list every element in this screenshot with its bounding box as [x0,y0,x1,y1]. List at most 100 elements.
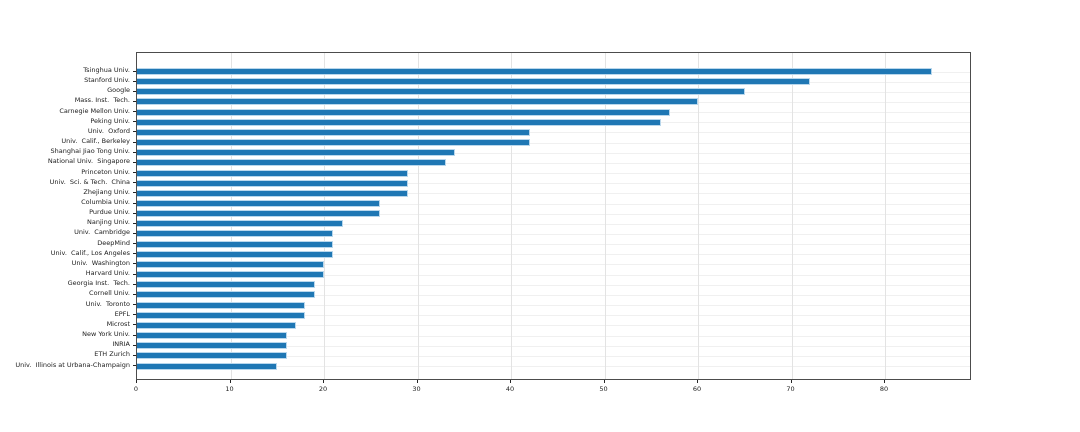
ytick-mark [133,293,136,295]
ytick-label-univ-calif-berkeley: Univ. Calif., Berkeley [61,137,130,146]
bar-new-york-univ [137,332,287,340]
bar-zhejiang-univ [137,189,409,197]
xtick-label-40: 40 [505,385,515,393]
bar-univ-toronto [137,301,306,309]
bar-mass-inst-tech [137,98,699,106]
hgridline [137,223,970,225]
ytick-label-univ-cambridge: Univ. Cambridge [74,228,130,237]
hgridline [137,132,970,134]
vgridline [792,53,793,379]
ytick-mark [133,100,136,102]
bar-univ-cambridge [137,230,334,238]
ytick-mark [133,202,136,204]
ytick-mark [133,70,136,72]
xtick-label-20: 20 [318,385,328,393]
ytick-mark [133,212,136,214]
bar-columbia-univ [137,200,381,208]
ytick-mark [133,90,136,92]
ytick-mark [133,80,136,82]
ytick-label-google: Google [107,86,130,95]
ytick-label-tsinghua-univ: Tsinghua Univ. [83,66,130,74]
vgridline [885,53,886,379]
ytick-label-eth-zurich: ETH Zurich [94,350,130,359]
hgridline [137,193,970,195]
xtick-mark [510,380,512,383]
ytick-label-inria: INRIA [112,340,130,349]
hgridline [137,203,970,205]
bar-shanghai-jiao-tong-univ [137,149,455,157]
bar-national-univ-singapore [137,159,446,167]
bar-univ-calif-los-angeles [137,250,334,258]
hgridline [137,325,970,327]
ytick-mark [133,324,136,326]
ytick-label-georgia-inst-tech: Georgia Inst. Tech. [67,279,130,288]
ytick-label-cornell-univ: Cornell Univ. [89,289,130,298]
ytick-label-deepmind: DeepMind [97,238,130,247]
hgridline [137,366,970,367]
hgridline [137,254,970,256]
xtick-mark [884,380,886,383]
vgridline [605,53,606,379]
hgridline [137,355,970,357]
xtick-label-30: 30 [412,385,421,393]
ytick-mark [133,111,136,113]
ytick-label-zhejiang-univ: Zhejiang Univ. [83,187,130,196]
ytick-mark [133,243,136,245]
ytick-mark [133,344,136,346]
bar-univ-calif-berkeley [137,139,530,147]
ytick-label-peking-univ: Peking Univ. [90,116,130,125]
bar-univ-illinois-at-urbana-champaign [137,362,278,370]
ytick-label-new-york-univ: New York Univ. [82,330,130,339]
ytick-label-microst: Microst [106,319,130,328]
xtick-mark [697,380,699,383]
xtick-mark [136,380,137,383]
ytick-mark [133,314,136,316]
hgridline [137,335,970,337]
ytick-label-univ-washington: Univ. Washington [71,258,130,267]
ytick-label-univ-oxford: Univ. Oxford [87,126,130,135]
hgridline [137,284,970,286]
ytick-mark [133,172,136,174]
bar-nanjing-univ [137,220,343,228]
bar-princeton-univ [137,169,409,177]
ytick-label-national-univ-singapore: National Univ. Singapore [47,157,130,166]
ytick-mark [133,283,136,285]
bar-peking-univ [137,118,661,126]
xtick-label-50: 50 [599,385,608,393]
ytick-label-purdue-univ: Purdue Univ. [89,208,130,217]
ytick-label-univ-sci-tech-china: Univ. Sci. & Tech. China [49,177,130,186]
ytick-label-carnegie-mellon-univ: Carnegie Mellon Univ. [59,106,130,115]
ytick-mark [133,273,136,275]
hgridline [137,233,970,235]
ytick-mark [133,121,136,123]
ytick-mark [133,232,136,234]
bar-carnegie-mellon-univ [137,108,670,116]
vgridline [511,53,512,379]
ytick-label-univ-toronto: Univ. Toronto [85,299,130,308]
hgridline [137,274,970,276]
ytick-mark [133,354,136,356]
bar-inria [137,342,287,350]
bar-epfl [137,311,306,319]
bar-deepmind [137,240,334,248]
hgridline [137,264,970,266]
ytick-mark [133,304,136,306]
ytick-mark [133,263,136,265]
ytick-mark [133,141,136,143]
ytick-mark [133,131,136,133]
ytick-label-columbia-univ: Columbia Univ. [81,198,130,207]
ytick-label-princeton-univ: Princeton Univ. [81,167,130,176]
bar-univ-washington [137,260,324,268]
xtick-mark [323,380,324,383]
xtick-mark [603,380,605,383]
bar-stanford-univ [137,78,811,86]
vgridline [698,53,699,379]
ytick-label-nanjing-univ: Nanjing Univ. [87,218,130,227]
hgridline [137,162,970,164]
ytick-mark [133,253,136,255]
vgridline [418,53,419,379]
bar-eth-zurich [137,352,287,360]
ytick-label-mass-inst-tech: Mass. Inst. Tech. [74,96,130,105]
ytick-mark [133,151,136,153]
